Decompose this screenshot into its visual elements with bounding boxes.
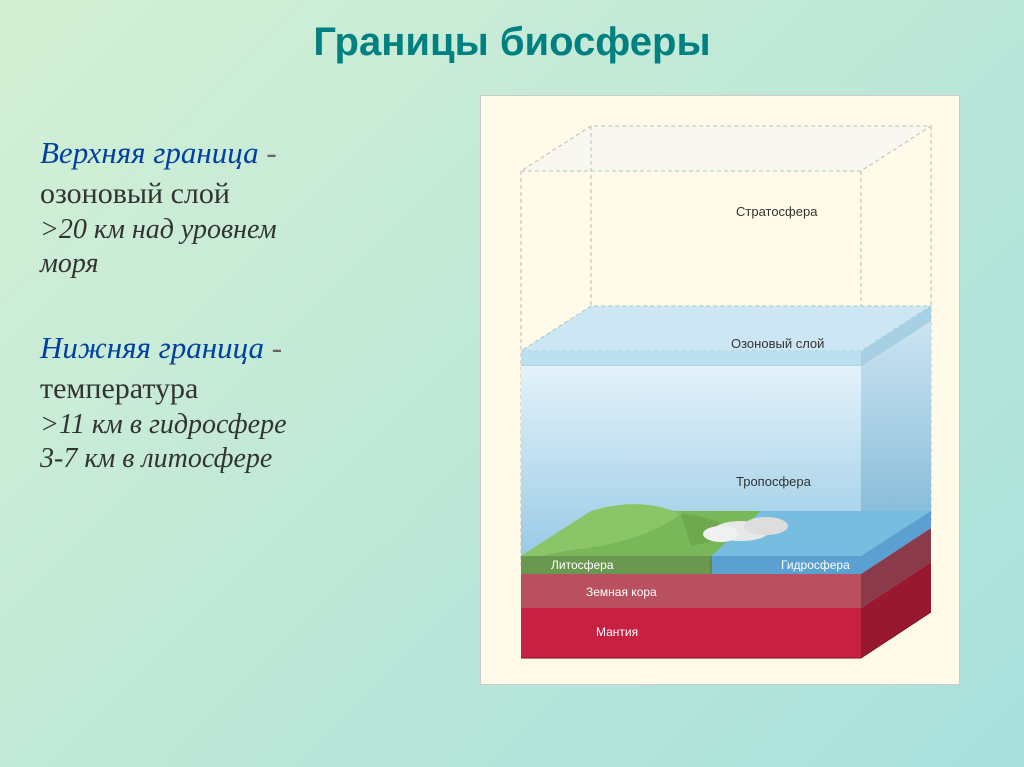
upper-detail-2: моря bbox=[40, 248, 460, 280]
upper-detail-1: >20 км над уровнем bbox=[40, 214, 460, 246]
label-mantle: Мантия bbox=[596, 625, 638, 639]
upper-heading: Верхняя граница - bbox=[40, 135, 460, 171]
left-panel: Верхняя граница - озоновый слой >20 км н… bbox=[40, 95, 460, 695]
diagram-svg: Стратосфера Озоновый слой Тропосфера Лит… bbox=[481, 96, 961, 686]
lower-sub: температура bbox=[40, 371, 460, 407]
diagram-frame: Стратосфера Озоновый слой Тропосфера Лит… bbox=[480, 95, 960, 685]
label-crust: Земная кора bbox=[586, 585, 657, 599]
upper-boundary-block: Верхняя граница - озоновый слой >20 км н… bbox=[40, 135, 460, 280]
label-ozone: Озоновый слой bbox=[731, 336, 824, 351]
lower-heading: Нижняя граница - bbox=[40, 330, 460, 366]
label-troposphere: Тропосфера bbox=[736, 474, 812, 489]
biosphere-diagram: Стратосфера Озоновый слой Тропосфера Лит… bbox=[480, 95, 970, 695]
upper-sub: озоновый слой bbox=[40, 176, 460, 212]
lower-boundary-block: Нижняя граница - температура >11 км в ги… bbox=[40, 330, 460, 475]
page-title: Границы биосферы bbox=[0, 0, 1024, 65]
lower-detail-1: >11 км в гидросфере bbox=[40, 409, 460, 441]
content-row: Верхняя граница - озоновый слой >20 км н… bbox=[0, 65, 1024, 695]
label-hydrosphere: Гидросфера bbox=[781, 558, 850, 572]
lower-detail-2: 3-7 км в литосфере bbox=[40, 443, 460, 475]
label-lithosphere: Литосфера bbox=[551, 558, 614, 572]
label-stratosphere: Стратосфера bbox=[736, 204, 818, 219]
